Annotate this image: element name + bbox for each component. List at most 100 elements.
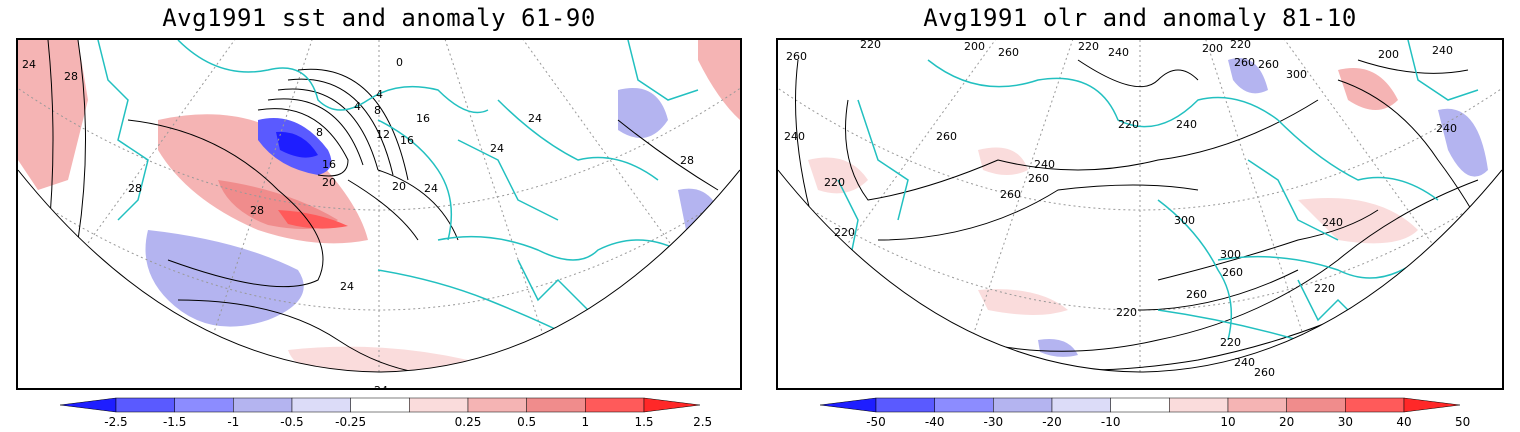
sst-map-canvas: 24 28 28 28 24 24 0 4 4 8 8 12 16 16 16 … [18,40,740,388]
colorbar-swatch [1051,397,1111,413]
colorbar-tick-label: 30 [1338,415,1353,429]
contour-label: 260 [786,50,807,63]
contour-label: 24 [528,112,542,125]
colorbar-tick-label: 20 [1279,415,1294,429]
sst-positive-anomaly-ne [698,40,740,120]
colorbar-swatch [1110,397,1170,413]
contour-label: 16 [400,134,414,147]
olr-contour-labels: 220 260 200 220 260 240 200 220 200 240 … [784,40,1457,379]
colorbar-swatch [526,397,586,413]
contour-label: 220 [824,176,845,189]
sst-negative-anomaly-far-east [678,188,728,255]
colorbar-swatch [350,397,410,413]
sst-contours [47,40,719,372]
contour-label: 240 [1108,46,1129,59]
contour-label: 16 [322,158,336,171]
colorbar-swatch [115,397,175,413]
contour-label: 260 [998,46,1019,59]
colorbar-arrow-low [819,397,877,413]
olr-negative-anomaly-south [1038,339,1078,357]
colorbar-swatch [875,397,935,413]
contour-label: 24 [424,182,438,195]
contour-label: 24 [374,384,388,388]
sst-contour-labels: 24 28 28 28 24 24 0 4 4 8 8 12 16 16 16 … [22,56,694,388]
colorbar-arrow-high [643,397,701,413]
olr-colorbar: -50 -40 -30 -20 -10 10 20 30 40 50 [819,396,1470,432]
contour-label: 24 [490,142,504,155]
contour-label: 4 [376,88,383,101]
contour-label: 260 [936,130,957,143]
contour-label: 300 [1286,68,1307,81]
sst-negative-anomaly-inner [276,131,318,158]
sst-graticule [18,40,740,372]
contour-label: 24 [340,280,354,293]
colorbar-tick-label: 2.5 [693,415,712,429]
olr-map-boundary [778,169,1502,373]
colorbar-swatch [993,397,1053,413]
olr-positive-anomaly-ne [1338,68,1398,110]
sst-map-boundary [18,169,740,373]
contour-label: 8 [316,126,323,139]
contour-label: 260 [1234,56,1255,69]
colorbar-swatch [409,397,469,413]
contour-label: 240 [1234,356,1255,369]
sst-colorbar-graphic: -2.5 -1.5 -1 -0.5 -0.25 0.25 0.5 1 1.5 2.5 [59,397,712,429]
sst-positive-anomaly-south [288,346,469,372]
contour-label: 220 [1116,306,1137,319]
contour-label: 20 [392,180,406,193]
contour-label: 240 [1034,158,1055,171]
olr-panel-title: Avg1991 olr and anomaly 81-10 [923,4,1357,32]
colorbar-tick-label: 0.5 [517,415,536,429]
colorbar-swatch [1227,397,1287,413]
colorbar-tick-label: -40 [925,415,945,429]
contour-label: 300 [1220,248,1241,261]
contour-label: 20 [322,176,336,189]
contour-label: 240 [1322,216,1343,229]
contour-label: 220 [860,40,881,51]
contour-label: 260 [1028,172,1049,185]
colorbar-arrow-low [59,397,117,413]
contour-label: 0 [396,56,403,69]
contour-label: 260 [1000,188,1021,201]
contour-label: 260 [1186,288,1207,301]
colorbar-tick-label: -30 [984,415,1004,429]
colorbar-tick-label: 40 [1396,415,1411,429]
contour-label: 240 [1176,118,1197,131]
colorbar-tick-label: -0.5 [280,415,303,429]
olr-colorbar-graphic: -50 -40 -30 -20 -10 10 20 30 40 50 [819,397,1470,429]
colorbar-swatch [291,397,351,413]
contour-label: 260 [1254,366,1275,379]
colorbar-arrow-high [1403,397,1461,413]
colorbar-tick-label: -0.25 [335,415,366,429]
olr-map-canvas: 220 260 200 220 260 240 200 220 200 240 … [778,40,1502,379]
colorbar-swatch [174,397,234,413]
contour-label: 12 [376,128,390,141]
contour-label: 24 [22,58,36,71]
contour-label: 200 [964,40,985,53]
sst-negative-anomaly-east [618,88,668,138]
olr-positive-anomaly-west [808,157,868,194]
colorbar-tick-label: 50 [1455,415,1470,429]
contour-label: 220 [834,226,855,239]
contour-label: 28 [250,204,264,217]
sst-panel-title: Avg1991 sst and anomaly 61-90 [162,4,596,32]
colorbar-swatch [467,397,527,413]
colorbar-tick-label: 0.25 [455,415,482,429]
sst-core-positive-anomaly [278,210,348,229]
colorbar-tick-label: -10 [1101,415,1121,429]
olr-map: 220 260 200 220 260 240 200 220 200 240 … [776,38,1504,390]
contour-label: 260 [1222,266,1243,279]
contour-label: 28 [64,70,78,83]
olr-negative-anomaly-north [1228,58,1268,94]
colorbar-tick-label: -1.5 [163,415,186,429]
contour-label: 220 [1078,40,1099,53]
olr-positive-anomaly-south [978,289,1068,315]
colorbar-swatch [233,397,293,413]
colorbar-tick-label: 1.5 [634,415,653,429]
contour-label: 28 [128,182,142,195]
contour-label: 28 [680,154,694,167]
olr-negative-anomaly-east [1438,108,1488,177]
olr-graticule [778,40,1502,372]
colorbar-swatch [1286,397,1346,413]
contour-label: 220 [1314,282,1335,295]
